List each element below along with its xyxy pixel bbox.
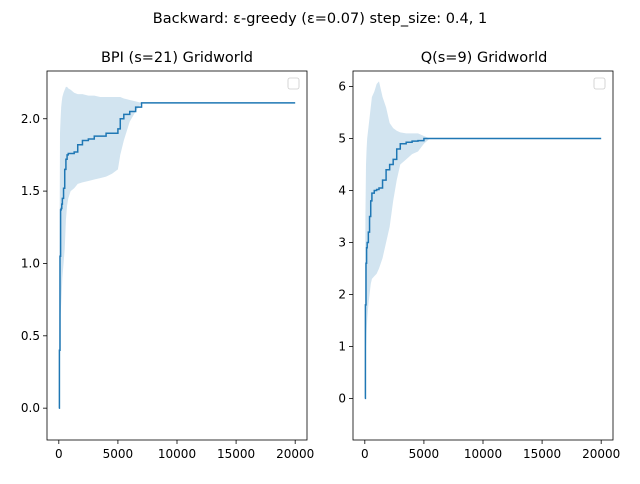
figure-suptitle: Backward: ε-greedy (ε=0.07) step_size: 0… (153, 11, 487, 27)
ticks-layer: 0 5000 10000 15000 20000 0.0 0.5 1.0 1.5 2.0 (21, 112, 314, 461)
y-tick-label: 0 (338, 391, 346, 405)
subplot-bpi: BPI (s=21) Gridworld 0 5000 10000 15000 2000… (21, 50, 314, 461)
y-tick-label: 3 (338, 236, 346, 250)
subplot-q: Q(s=9) Gridworld 0 5000 10000 15000 20000 0 1 2… (338, 50, 620, 461)
y-tick-label: 6 (338, 80, 346, 94)
x-tick-label: 0 (55, 447, 63, 461)
subplot-title: Q(s=9) Gridworld (421, 50, 548, 66)
ticks-layer: 0 5000 10000 15000 20000 0 1 2 3 4 5 6 (338, 80, 620, 461)
y-tick-label: 2 (338, 287, 346, 301)
x-tick-label: 10000 (158, 447, 196, 461)
line-layer (58, 102, 296, 409)
y-tick-label: 2.0 (21, 112, 40, 126)
y-tick-label: 1.0 (21, 256, 40, 270)
x-tick-label: 15000 (523, 447, 561, 461)
y-tick-label: 1.5 (21, 184, 40, 198)
x-tick-label: 15000 (217, 447, 255, 461)
y-tick-label: 0.0 (21, 401, 40, 415)
line-layer (364, 137, 602, 400)
x-tick-label: 10000 (464, 447, 502, 461)
x-tick-label: 20000 (582, 447, 620, 461)
y-tick-label: 1 (338, 339, 346, 353)
x-tick-label: 5000 (103, 447, 134, 461)
y-tick-label: 5 (338, 132, 346, 146)
subplot-title: BPI (s=21) Gridworld (101, 50, 253, 66)
confidence-band-0 (58, 86, 296, 409)
x-tick-label: 0 (361, 447, 369, 461)
y-tick-label: 4 (338, 184, 346, 198)
band-layer (58, 86, 296, 409)
series-line-0 (58, 102, 296, 409)
legend-box (593, 77, 606, 90)
y-tick-label: 0.5 (21, 329, 40, 343)
legend-box (287, 77, 300, 90)
x-tick-label: 20000 (276, 447, 314, 461)
series-line-0 (364, 137, 602, 400)
x-tick-label: 5000 (409, 447, 440, 461)
